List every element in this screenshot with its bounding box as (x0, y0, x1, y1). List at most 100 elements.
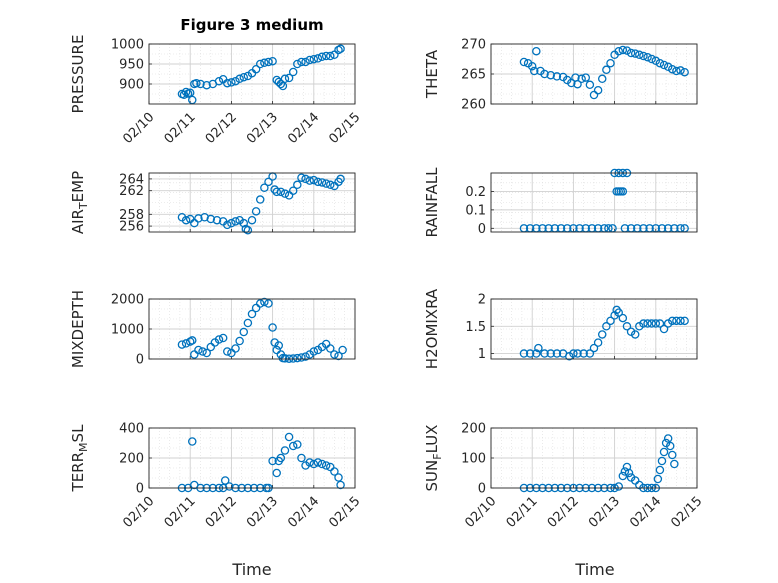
x-tick-label: 02/15 (668, 494, 705, 531)
data-point (336, 480, 345, 490)
subplot-mixdepth: 0 1000 2000 MIXDEPTH (69, 290, 356, 368)
data-point (330, 467, 339, 476)
data-point (530, 66, 539, 76)
data-point (330, 350, 339, 359)
data-point (624, 468, 634, 478)
y-axis-label: AIRTEMP (69, 171, 90, 234)
data-point (622, 322, 632, 331)
data-point (597, 330, 607, 339)
data-point (676, 66, 685, 75)
y-axis-label: TERRMSL (69, 424, 90, 493)
data-point (206, 214, 216, 224)
subplot-h2omixra: 1 1.5 2 H2OMIXRA (423, 288, 698, 369)
data-point (336, 174, 345, 184)
data-point (301, 352, 310, 361)
data-point (577, 74, 586, 84)
data-point (188, 336, 197, 345)
data-point (630, 330, 640, 339)
y-tick-label: 2000 (111, 293, 144, 308)
data-point (309, 54, 319, 64)
data-point (321, 179, 331, 188)
x-tick-label: 02/11 (162, 494, 199, 531)
data-point (305, 55, 314, 65)
data-point (313, 177, 323, 187)
data-point (243, 225, 253, 235)
data-point (212, 215, 222, 225)
data-point (288, 441, 298, 451)
data-point (260, 58, 269, 68)
data-point (670, 459, 679, 469)
data-point (293, 440, 302, 449)
axes-frame (490, 172, 698, 233)
data-point (202, 80, 211, 90)
data-point (585, 349, 595, 358)
data-point (326, 180, 335, 190)
data-point (581, 73, 591, 82)
data-point (668, 64, 677, 74)
data-point (527, 61, 537, 71)
data-point (655, 319, 665, 328)
y-tick-label: 270 (461, 38, 486, 53)
subplot-sun: 0 100 200 02/10 02/11 02/12 02/13 02/14 02/15 SUN… (423, 422, 705, 531)
x-tick-label: 02/12 (203, 110, 240, 147)
data-point (231, 344, 240, 353)
data-point (188, 437, 197, 446)
x-tick-label: 02/14 (627, 494, 664, 531)
data-point (247, 215, 257, 225)
data-point (622, 46, 632, 55)
data-point (630, 49, 640, 58)
data-point (301, 57, 310, 67)
y-tick-label: 256 (119, 220, 144, 235)
data-point (305, 458, 314, 467)
data-point (313, 458, 323, 467)
data-point (618, 187, 628, 196)
subplot-rainfall: 0 0.1 0.2 RAINFALL (423, 167, 698, 237)
x-tick-label: 02/14 (285, 110, 322, 147)
data-point (655, 465, 665, 475)
y-tick-label: 0.1 (465, 203, 486, 218)
data-point (268, 456, 277, 466)
data-point (317, 459, 327, 469)
data-point (280, 189, 290, 198)
data-point (288, 67, 298, 77)
data-point (647, 54, 656, 64)
data-point (214, 335, 224, 344)
data-point (251, 64, 261, 74)
y-tick-label: 2 (478, 293, 486, 308)
data-point (593, 338, 603, 347)
y-tick-label: 1.5 (465, 320, 486, 335)
axes-frame (490, 298, 698, 360)
data-point (338, 345, 347, 355)
x-tick-label: 02/13 (244, 110, 281, 147)
data-point (532, 349, 541, 358)
data-point (288, 186, 298, 195)
data-point (657, 456, 667, 466)
x-tick-label: 02/10 (462, 494, 499, 531)
subplot-pressure: 900 950 1000 02/10 02/11 02/12 02/13 02/14 02/15… (69, 35, 363, 147)
data-point (293, 180, 302, 190)
data-point (218, 333, 228, 343)
x-tick-label: 02/12 (545, 494, 582, 531)
data-point (569, 349, 578, 358)
data-point (614, 482, 623, 491)
data-point (223, 220, 232, 230)
data-point (672, 66, 681, 76)
data-point (519, 349, 529, 358)
data-point (606, 316, 615, 326)
data-point (602, 322, 611, 331)
data-point (284, 432, 294, 442)
data-point (194, 345, 203, 355)
data-point (614, 46, 623, 56)
data-point (334, 351, 343, 361)
data-point (247, 309, 257, 319)
data-point (255, 195, 265, 204)
y-tick-label: 1000 (111, 323, 144, 338)
axes-frame (490, 43, 698, 105)
data-point (651, 319, 661, 328)
y-axis-label: PRESSURE (69, 35, 87, 114)
data-point (618, 45, 628, 55)
data-point (317, 52, 327, 62)
y-tick-label: 1000 (111, 38, 144, 53)
y-tick-label: 950 (119, 58, 144, 73)
